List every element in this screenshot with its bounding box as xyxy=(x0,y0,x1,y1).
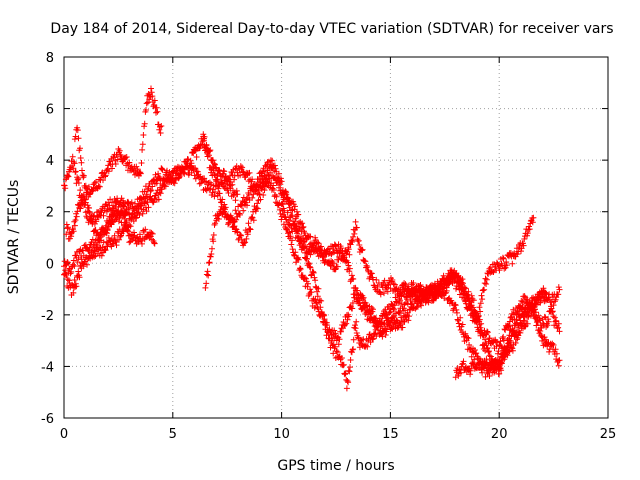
x-tick-label: 5 xyxy=(169,427,177,442)
series-points xyxy=(213,157,563,392)
y-tick-label: 6 xyxy=(46,103,54,118)
series-points xyxy=(61,198,132,277)
x-tick-label: 15 xyxy=(382,427,399,442)
y-tick-label: -2 xyxy=(41,309,54,324)
data-marks xyxy=(61,85,563,392)
series-track-c xyxy=(63,85,165,242)
series-track-g xyxy=(213,157,563,392)
series-points xyxy=(200,133,537,348)
series-track-e xyxy=(61,198,132,277)
chart-title: Day 184 of 2014, Sidereal Day-to-day VTE… xyxy=(50,21,613,37)
series-track-b xyxy=(61,131,241,298)
x-axis-label: GPS time / hours xyxy=(277,458,394,474)
y-tick-label: 2 xyxy=(46,206,54,221)
y-axis-label: SDTVAR / TECUs xyxy=(6,180,22,295)
x-tick-label: 20 xyxy=(491,427,508,442)
y-tick-label: -6 xyxy=(41,412,54,427)
x-tick-label: 25 xyxy=(600,427,617,442)
plot-frame xyxy=(63,56,609,419)
series-track-h xyxy=(200,133,537,348)
x-tick-label: 10 xyxy=(273,427,290,442)
y-tick-label: 0 xyxy=(46,257,54,272)
y-tick-label: 8 xyxy=(46,51,54,66)
axis-ticks: 0 5 10 15 20 25 -6 -4 -2 0 2 4 6 8 xyxy=(41,51,616,442)
series-track-j xyxy=(452,287,550,381)
series-points xyxy=(61,131,241,298)
series-track-i xyxy=(278,200,563,357)
x-tick-label: 0 xyxy=(60,427,68,442)
series-points xyxy=(452,287,550,381)
y-tick-label: 4 xyxy=(46,154,54,169)
series-points xyxy=(63,85,165,242)
grid xyxy=(64,57,608,418)
y-tick-label: -4 xyxy=(41,360,54,375)
series-points xyxy=(278,200,563,357)
